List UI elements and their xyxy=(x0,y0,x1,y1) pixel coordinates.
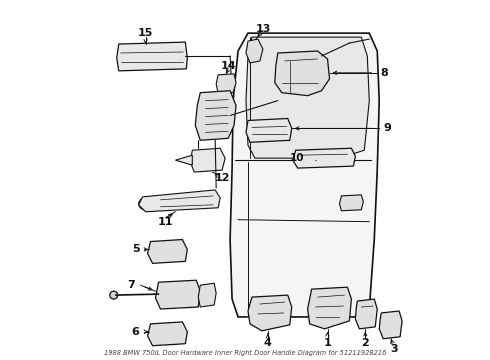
Polygon shape xyxy=(293,148,355,168)
Bar xyxy=(158,246,176,258)
Ellipse shape xyxy=(260,317,270,325)
Polygon shape xyxy=(196,91,236,140)
Polygon shape xyxy=(117,42,187,71)
Polygon shape xyxy=(246,118,292,142)
Polygon shape xyxy=(198,283,216,307)
Polygon shape xyxy=(355,299,377,329)
Text: 6: 6 xyxy=(132,327,140,337)
Text: 1: 1 xyxy=(324,338,331,348)
Polygon shape xyxy=(308,287,351,329)
Polygon shape xyxy=(155,280,200,309)
Ellipse shape xyxy=(129,48,169,66)
Text: 5: 5 xyxy=(132,244,140,255)
Polygon shape xyxy=(175,155,192,165)
Polygon shape xyxy=(246,39,263,63)
Polygon shape xyxy=(147,239,187,264)
Bar xyxy=(248,230,256,242)
Text: 11: 11 xyxy=(158,217,173,227)
Polygon shape xyxy=(190,148,225,172)
Text: 14: 14 xyxy=(220,61,236,71)
Ellipse shape xyxy=(154,248,161,255)
Polygon shape xyxy=(379,311,402,339)
Ellipse shape xyxy=(139,197,158,211)
Text: 15: 15 xyxy=(138,28,153,38)
Text: 9: 9 xyxy=(383,123,391,134)
Ellipse shape xyxy=(164,290,173,300)
Ellipse shape xyxy=(154,331,161,337)
Text: 2: 2 xyxy=(362,338,369,348)
Polygon shape xyxy=(275,51,329,96)
Ellipse shape xyxy=(345,199,353,206)
Polygon shape xyxy=(147,322,187,346)
Ellipse shape xyxy=(180,290,190,300)
Text: 10: 10 xyxy=(290,153,304,163)
Ellipse shape xyxy=(110,291,118,299)
Polygon shape xyxy=(139,190,220,212)
Polygon shape xyxy=(340,195,363,211)
Text: 1988 BMW 750iL Door Hardware Inner Right Door Handle Diagram for 51211928216: 1988 BMW 750iL Door Hardware Inner Right… xyxy=(104,350,386,356)
Text: 13: 13 xyxy=(255,24,270,34)
Polygon shape xyxy=(246,37,369,158)
Polygon shape xyxy=(230,33,379,317)
Text: 4: 4 xyxy=(264,338,272,348)
Text: 7: 7 xyxy=(127,280,135,290)
Bar xyxy=(158,328,176,340)
Text: 12: 12 xyxy=(215,173,230,183)
Polygon shape xyxy=(248,295,292,331)
Polygon shape xyxy=(216,74,236,94)
Text: 8: 8 xyxy=(380,68,388,78)
Text: 3: 3 xyxy=(391,344,398,354)
